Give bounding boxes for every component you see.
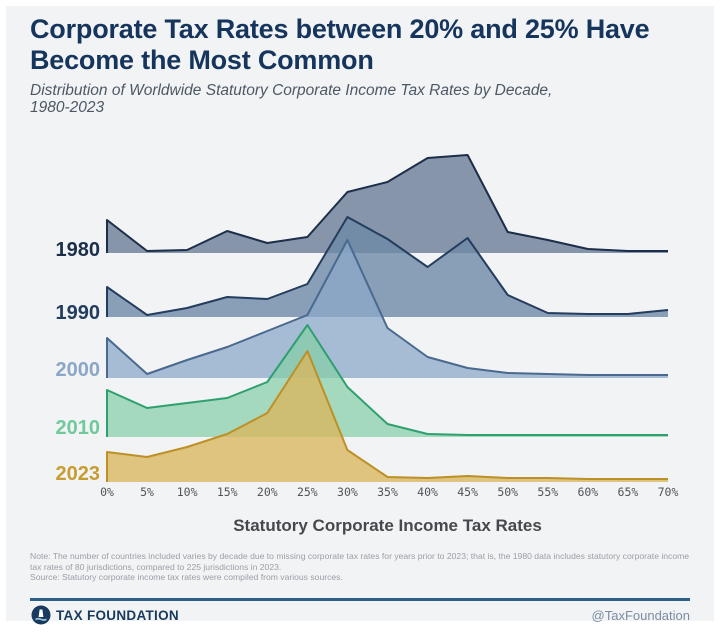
ridgeline-chart: 1980 1990 2000 2010 2023 0% 5% 10% 15% 20% 25% 30%… bbox=[6, 6, 720, 633]
infographic-card: Corporate Tax Rates between 20% and 25% … bbox=[6, 6, 714, 625]
chart-title-line1: Corporate Tax Rates between 20% and 25% … bbox=[30, 14, 650, 44]
row-label-1990: 1990 bbox=[55, 302, 101, 324]
x-tick-20: 20% bbox=[256, 485, 278, 499]
x-tick-25: 25% bbox=[296, 485, 318, 499]
x-tick-35: 35% bbox=[377, 485, 398, 499]
series-2023-area bbox=[107, 351, 668, 482]
series-1990-area bbox=[107, 217, 668, 317]
series-2000-line bbox=[106, 239, 668, 378]
x-tick-0: 0% bbox=[100, 485, 114, 499]
x-tick-55: 55% bbox=[537, 485, 559, 499]
footer-divider bbox=[30, 598, 690, 601]
chart-title-line2: Become the Most Common bbox=[30, 45, 374, 75]
brand-name: TAX FOUNDATION bbox=[56, 608, 179, 623]
series-2023-line bbox=[106, 350, 668, 482]
footer: TAX FOUNDATION @TaxFoundation bbox=[30, 604, 690, 628]
source-text: Source: Statutory corporate income tax r… bbox=[30, 572, 343, 582]
series-1990-line bbox=[106, 216, 669, 317]
lighthouse-icon bbox=[38, 609, 44, 617]
x-tick-40: 40% bbox=[417, 485, 438, 499]
x-tick-70: 70% bbox=[657, 485, 679, 499]
chart-subtitle-line2: 1980-2023 bbox=[30, 99, 105, 116]
row-label-2023: 2023 bbox=[55, 463, 101, 485]
series-2010-area bbox=[107, 325, 668, 437]
x-tick-30: 30% bbox=[337, 485, 358, 499]
chart-subtitle-line1: Distribution of Worldwide Statutory Corp… bbox=[30, 82, 553, 99]
x-tick-45: 45% bbox=[457, 485, 479, 499]
x-tick-50: 50% bbox=[497, 485, 519, 499]
row-label-2010: 2010 bbox=[55, 417, 101, 439]
row-label-2000: 2000 bbox=[55, 359, 101, 381]
series-1980-area bbox=[107, 155, 668, 253]
row-label-1980: 1980 bbox=[55, 239, 101, 261]
wave-icon bbox=[35, 617, 47, 621]
social-handle: @TaxFoundation bbox=[591, 608, 690, 623]
footnotes: Note: The number of countries included v… bbox=[30, 551, 690, 583]
x-tick-65: 65% bbox=[617, 485, 639, 499]
series-1980-line bbox=[106, 154, 668, 253]
x-tick-10: 10% bbox=[176, 485, 198, 499]
x-tick-15: 15% bbox=[216, 485, 238, 499]
tax-foundation-logo bbox=[31, 605, 51, 625]
x-axis-title: Statutory Corporate Income Tax Rates bbox=[233, 516, 542, 535]
series-2000-area bbox=[107, 240, 668, 378]
series-2010-line bbox=[106, 324, 668, 437]
chart-subtitle: Distribution of Worldwide Statutory Corp… bbox=[30, 82, 670, 116]
chart-title: Corporate Tax Rates between 20% and 25% … bbox=[30, 14, 695, 76]
x-tick-5: 5% bbox=[140, 485, 154, 499]
note-text: Note: The number of countries included v… bbox=[30, 551, 690, 572]
x-tick-60: 60% bbox=[577, 485, 599, 499]
